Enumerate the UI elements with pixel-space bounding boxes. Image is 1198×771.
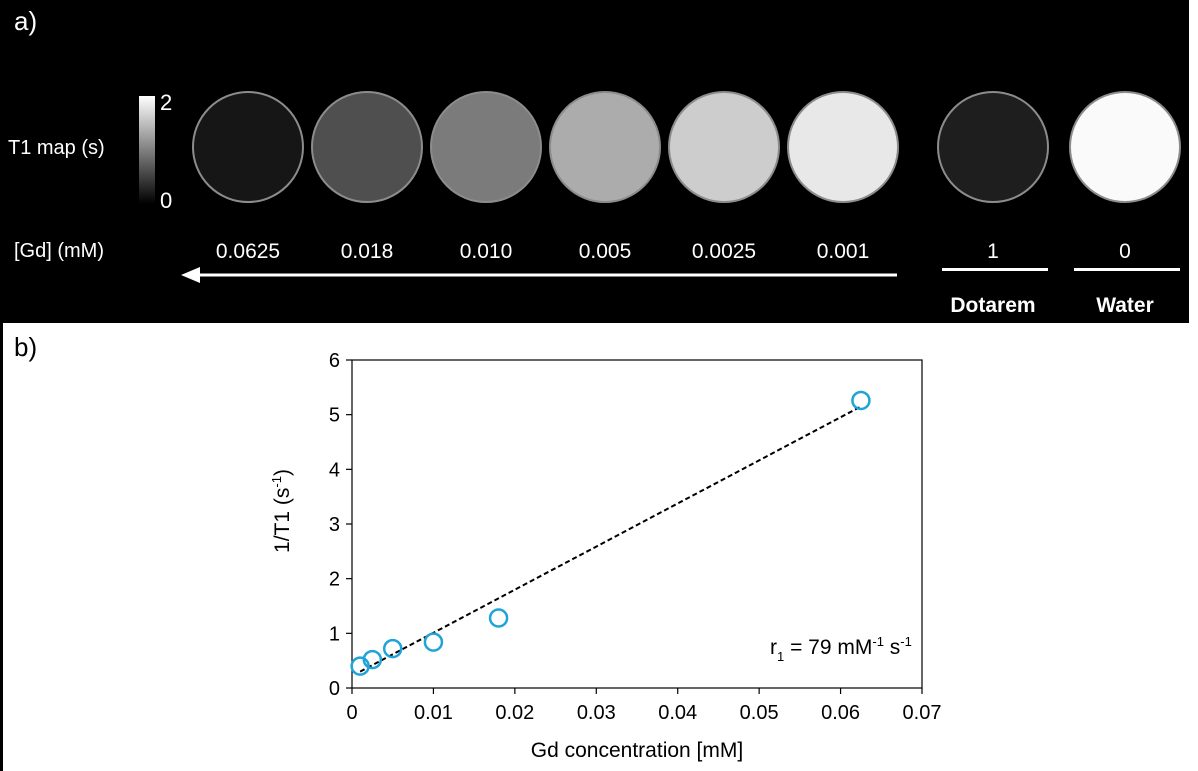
x-tick-label: 0.07: [903, 702, 942, 724]
dotarem-value: 1: [987, 240, 999, 263]
phantom-6: [787, 91, 899, 203]
data-point: [423, 632, 444, 652]
x-tick-label: 0.01: [414, 702, 453, 724]
panel-a: a) T1 map (s) 2 0 [Gd] (mM) 0.0625 0.018…: [0, 0, 1189, 323]
colorbar-title: T1 map (s): [8, 137, 105, 159]
data-point: [488, 608, 509, 628]
water-label: Water: [1096, 294, 1154, 317]
x-axis-title: Gd concentration [mM]: [531, 739, 743, 762]
phantom-1: [192, 91, 304, 203]
concentration-label-2: 0.018: [340, 240, 394, 263]
y-tick-label: 5: [329, 405, 340, 427]
water-underline: [1074, 268, 1180, 271]
relaxivity-annotation: r1 = 79 mM-1 s-1: [770, 634, 912, 664]
panel-b-label: b): [14, 332, 38, 362]
x-tick-label: 0.04: [658, 702, 697, 724]
relaxivity-chart: 0 1 2 3 4 5 6 0 0.01 0.02 0.03 0.04 0.05 0.06 0.07 1/…: [269, 350, 942, 762]
panel-a-label: a): [14, 6, 38, 36]
y-tick-label: 3: [329, 514, 340, 536]
dotarem-label: Dotarem: [950, 294, 1036, 317]
dotarem-underline: [942, 268, 1048, 271]
water-value: 0: [1119, 240, 1131, 263]
colorbar-min-label: 0: [160, 188, 173, 213]
y-tick-label: 2: [329, 569, 340, 591]
phantom-3: [430, 91, 542, 203]
concentration-label-5: 0.0025: [691, 240, 757, 263]
phantom-water: [1069, 91, 1181, 203]
x-tick-label: 0.05: [740, 702, 779, 724]
data-point: [851, 390, 871, 411]
y-tick-label: 4: [329, 459, 340, 481]
y-axis-title: 1/T1 (s-1): [269, 469, 294, 553]
concentration-label-3: 0.010: [459, 240, 513, 263]
concentration-label-6: 0.001: [816, 240, 870, 263]
decreasing-concentration-arrow: [181, 267, 897, 283]
data-point: [382, 638, 403, 659]
colorbar-max-label: 2: [160, 90, 173, 115]
x-tick-label: 0: [346, 702, 357, 724]
x-tick-label: 0.06: [821, 702, 860, 724]
panel-b-left-rule: [0, 323, 3, 771]
x-tick-label: 0.03: [577, 702, 616, 724]
phantom-dotarem: [937, 91, 1049, 203]
concentration-label-1: 0.0625: [215, 240, 281, 263]
y-tick-label: 6: [329, 350, 340, 372]
y-tick-label: 0: [329, 678, 340, 700]
fit-line: [359, 405, 862, 673]
colorbar: [139, 96, 155, 204]
x-tick-label: 0.02: [495, 702, 534, 724]
data-point: [362, 649, 383, 670]
phantom-2: [311, 91, 423, 203]
concentration-label-4: 0.005: [578, 240, 632, 263]
phantom-4: [549, 91, 661, 203]
phantom-5: [668, 91, 780, 203]
y-tick-label: 1: [329, 623, 340, 645]
concentration-axis-label: [Gd] (mM): [14, 240, 104, 262]
